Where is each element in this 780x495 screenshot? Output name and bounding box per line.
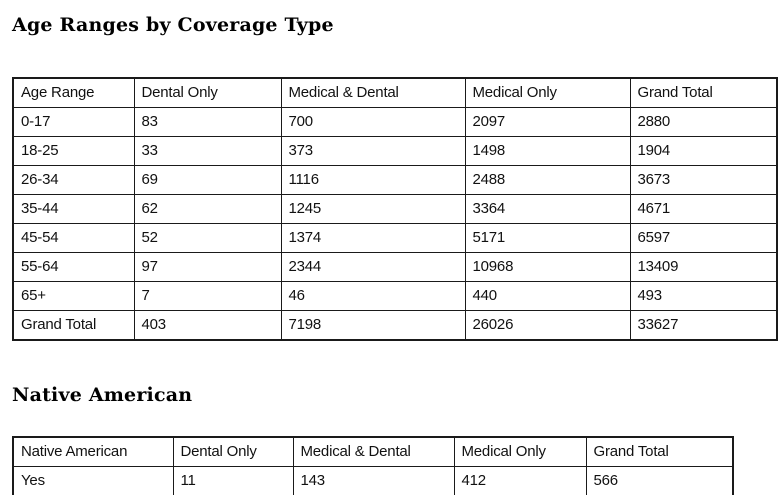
column-header: Grand Total xyxy=(585,436,734,467)
table-cell: 33627 xyxy=(629,310,778,341)
table-row: 35-44 62 1245 3364 4671 xyxy=(12,194,778,224)
table-cell: 493 xyxy=(629,281,778,311)
table-cell: 11 xyxy=(172,466,294,495)
table-cell: Yes xyxy=(12,466,174,495)
header-row: Native American Dental Only Medical & Dent… xyxy=(12,436,734,467)
table-cell: 69 xyxy=(133,165,282,195)
table-cell: 33 xyxy=(133,136,282,166)
native-american-table: Native American Dental Only Medical & Dent… xyxy=(12,436,734,495)
table-cell: 35-44 xyxy=(12,194,135,224)
table-cell: 566 xyxy=(585,466,734,495)
column-header: Dental Only xyxy=(133,77,282,108)
table-cell: 83 xyxy=(133,107,282,137)
table-cell: 0-17 xyxy=(12,107,135,137)
table-row: Grand Total 403 7198 26026 33627 xyxy=(12,310,778,341)
table-cell: 52 xyxy=(133,223,282,253)
table-cell: 7198 xyxy=(280,310,466,341)
section-title: Native American xyxy=(12,384,193,406)
table-cell: 7 xyxy=(133,281,282,311)
column-header: Native American xyxy=(12,436,174,467)
table-cell: 1904 xyxy=(629,136,778,166)
table-cell: 26-34 xyxy=(12,165,135,195)
table-cell: 55-64 xyxy=(12,252,135,282)
header-row: Age Range Dental Only Medical & Dental Medi… xyxy=(12,77,778,108)
column-header: Grand Total xyxy=(629,77,778,108)
table-cell: 2488 xyxy=(464,165,631,195)
table-cell: 143 xyxy=(292,466,455,495)
table-row: 18-25 33 373 1498 1904 xyxy=(12,136,778,166)
table-cell: Grand Total xyxy=(12,310,135,341)
table-cell: 412 xyxy=(453,466,587,495)
section-age-ranges: Age Ranges by Coverage Type Age Range Den… xyxy=(12,13,780,341)
table-row: 26-34 69 1116 2488 3673 xyxy=(12,165,778,195)
table-cell: 3673 xyxy=(629,165,778,195)
table-cell: 1374 xyxy=(280,223,466,253)
table-cell: 3364 xyxy=(464,194,631,224)
table-cell: 2344 xyxy=(280,252,466,282)
table-cell: 5171 xyxy=(464,223,631,253)
table-cell: 1245 xyxy=(280,194,466,224)
table-cell: 26026 xyxy=(464,310,631,341)
table-cell: 6597 xyxy=(629,223,778,253)
table-row: 0-17 83 700 2097 2880 xyxy=(12,107,778,137)
column-header: Medical & Dental xyxy=(292,436,455,467)
table-cell: 2097 xyxy=(464,107,631,137)
column-header: Age Range xyxy=(12,77,135,108)
table-cell: 700 xyxy=(280,107,466,137)
table-row: 45-54 52 1374 5171 6597 xyxy=(12,223,778,253)
column-header: Dental Only xyxy=(172,436,294,467)
table-cell: 373 xyxy=(280,136,466,166)
age-ranges-table: Age Range Dental Only Medical & Dental Medi… xyxy=(12,77,778,341)
table-cell: 403 xyxy=(133,310,282,341)
table-cell: 13409 xyxy=(629,252,778,282)
page-title: Age Ranges by Coverage Type xyxy=(12,14,334,36)
table-cell: 1116 xyxy=(280,165,466,195)
column-header: Medical & Dental xyxy=(280,77,466,108)
table-row: 55-64 97 2344 10968 13409 xyxy=(12,252,778,282)
table-cell: 62 xyxy=(133,194,282,224)
table-cell: 18-25 xyxy=(12,136,135,166)
table-cell: 45-54 xyxy=(12,223,135,253)
column-header: Medical Only xyxy=(464,77,631,108)
table-cell: 97 xyxy=(133,252,282,282)
table-cell: 10968 xyxy=(464,252,631,282)
section-native-american: Native American Native American Dental On… xyxy=(12,383,780,495)
column-header: Medical Only xyxy=(453,436,587,467)
table-cell: 440 xyxy=(464,281,631,311)
table-cell: 46 xyxy=(280,281,466,311)
table-row: Yes 11 143 412 566 xyxy=(12,466,734,495)
table-cell: 2880 xyxy=(629,107,778,137)
table-cell: 65+ xyxy=(12,281,135,311)
table-row: 65+ 7 46 440 493 xyxy=(12,281,778,311)
table-cell: 4671 xyxy=(629,194,778,224)
table-cell: 1498 xyxy=(464,136,631,166)
